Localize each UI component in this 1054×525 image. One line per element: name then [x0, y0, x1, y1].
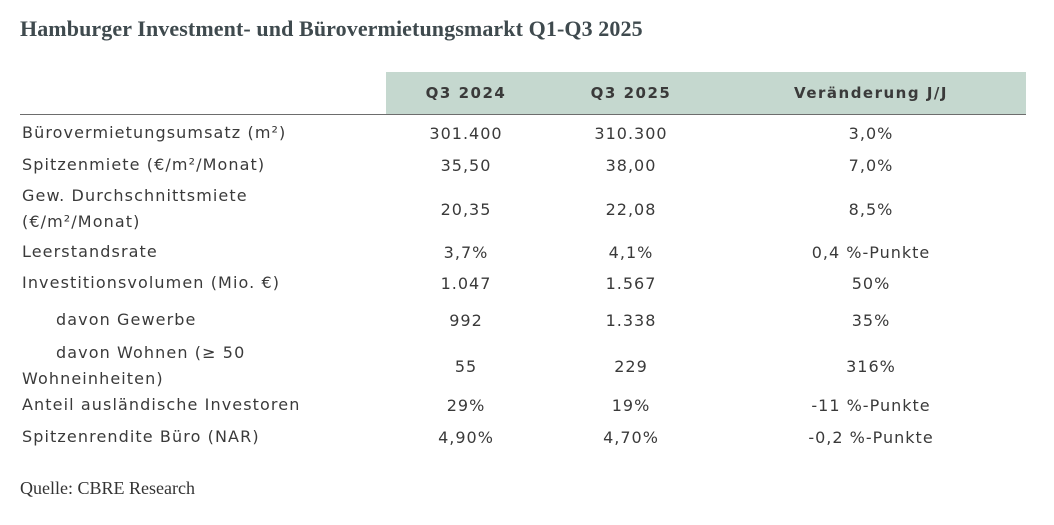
cell-q3-2025: 4,70% [603, 427, 659, 447]
table-header-band [386, 72, 1026, 114]
row-label: Gew. Durchschnittsmiete (€/m²/Monat) [22, 181, 362, 237]
row-label-line-2: Wohneinheiten) [22, 369, 164, 388]
table-row: Investitionsvolumen (Mio. €) 1.047 1.567… [0, 268, 1054, 298]
column-header-q3-2024: Q3 2024 [425, 84, 507, 102]
row-label: Leerstandsrate [22, 242, 158, 261]
cell-q3-2024: 29% [446, 395, 486, 415]
cell-q3-2024: 35,50 [440, 155, 492, 175]
row-label: Bürovermietungsumsatz (m²) [22, 123, 287, 142]
cell-change: 316% [846, 356, 896, 376]
source-note: Quelle: CBRE Research [20, 478, 195, 498]
row-label: Spitzenrendite Büro (NAR) [22, 427, 260, 446]
row-label: Spitzenmiete (€/m²/Monat) [22, 155, 266, 174]
table-row: Spitzenmiete (€/m²/Monat) 35,50 38,00 7,… [0, 150, 1054, 180]
cell-change: 35% [851, 310, 891, 330]
row-label: davon Wohnen (≥ 50 Wohneinheiten) [0, 338, 380, 396]
cell-change: 8,5% [848, 199, 894, 219]
cell-change: -0,2 %-Punkte [808, 427, 934, 447]
cell-q3-2024: 992 [449, 310, 483, 330]
row-label-line-2: (€/m²/Monat) [22, 212, 141, 231]
cell-q3-2025: 310.300 [594, 123, 668, 143]
cell-q3-2025: 229 [614, 356, 648, 376]
cell-q3-2025: 38,00 [605, 155, 657, 175]
cell-q3-2024: 1.047 [440, 273, 492, 293]
cell-q3-2024: 301.400 [429, 123, 503, 143]
row-label: davon Gewerbe [56, 310, 197, 329]
table-row: Anteil ausländische Investoren 29% 19% -… [0, 390, 1054, 420]
row-label: Investitionsvolumen (Mio. €) [22, 273, 281, 292]
column-header-q3-2025: Q3 2025 [590, 84, 672, 102]
cell-q3-2024: 3,7% [443, 242, 489, 262]
cell-q3-2024: 20,35 [440, 199, 492, 219]
cell-q3-2025: 22,08 [605, 199, 657, 219]
cell-change: -11 %-Punkte [811, 395, 931, 415]
cell-q3-2025: 1.567 [605, 273, 657, 293]
table-row: Leerstandsrate 3,7% 4,1% 0,4 %-Punkte [0, 237, 1054, 267]
table-row: davon Wohnen (≥ 50 Wohneinheiten) 55 229… [0, 338, 1054, 394]
table-row: Spitzenrendite Büro (NAR) 4,90% 4,70% -0… [0, 422, 1054, 452]
header-divider [20, 114, 1026, 115]
table-row: Gew. Durchschnittsmiete (€/m²/Monat) 20,… [0, 181, 1054, 237]
cell-q3-2025: 19% [611, 395, 651, 415]
cell-change: 0,4 %-Punkte [811, 242, 931, 262]
cell-change: 50% [851, 273, 891, 293]
cell-q3-2025: 4,1% [608, 242, 654, 262]
cell-q3-2024: 55 [454, 356, 478, 376]
cell-change: 7,0% [848, 155, 894, 175]
cell-q3-2024: 4,90% [438, 427, 494, 447]
page-title: Hamburger Investment- und Bürovermietung… [20, 16, 643, 41]
cell-change: 3,0% [848, 123, 894, 143]
row-label-line-1: Gew. Durchschnittsmiete [22, 186, 248, 205]
table-row: davon Gewerbe 992 1.338 35% [0, 305, 1054, 335]
row-label-line-1: davon Wohnen (≥ 50 [56, 343, 246, 362]
table-row: Bürovermietungsumsatz (m²) 301.400 310.3… [0, 118, 1054, 148]
cell-q3-2025: 1.338 [605, 310, 657, 330]
row-label: Anteil ausländische Investoren [22, 395, 301, 414]
column-header-change: Veränderung J/J [794, 84, 948, 102]
